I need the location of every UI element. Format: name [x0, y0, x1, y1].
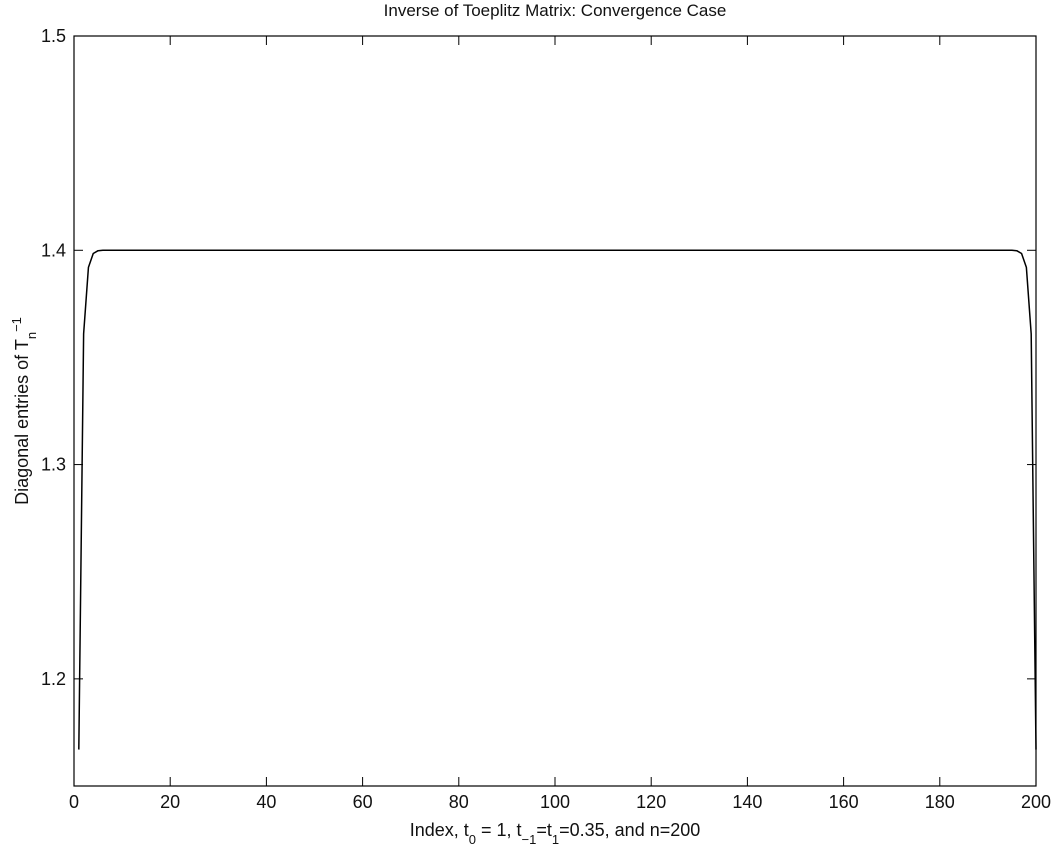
y-axis-label: Diagonal entries of Tn−1: [9, 317, 39, 505]
x-tick-label: 140: [732, 792, 762, 812]
label-part: =t: [536, 820, 552, 840]
x-tick-label: 20: [160, 792, 180, 812]
label-part: = 1, t: [476, 820, 522, 840]
series-layer: [78, 249, 1037, 750]
x-tick-label: 120: [636, 792, 666, 812]
x-tick-label: 0: [69, 792, 79, 812]
x-tick-label: 200: [1021, 792, 1051, 812]
chart-title: Inverse of Toeplitz Matrix: Convergence …: [384, 1, 727, 20]
plot-frame: [73, 35, 1037, 787]
label-part: =0.35, and n=200: [559, 820, 700, 840]
label-part: n: [24, 332, 39, 339]
label-part: 1: [552, 832, 559, 847]
x-tick-label: 100: [540, 792, 570, 812]
y-tick-label: 1.3: [41, 455, 66, 475]
label-part: Diagonal entries of T: [12, 339, 32, 505]
x-tick-label: 40: [256, 792, 276, 812]
x-tick-label: 80: [449, 792, 469, 812]
y-tick-label: 1.4: [41, 240, 66, 260]
x-tick-label: 180: [925, 792, 955, 812]
label-part: Index, t: [410, 820, 469, 840]
label-part: −1: [9, 317, 24, 332]
label-part: 0: [469, 832, 476, 847]
x-axis-ticks: 0 20 40 60 80 100 120 140 160 180 200: [69, 36, 1051, 812]
y-tick-label: 1.5: [41, 26, 66, 46]
label-part: −1: [522, 832, 537, 847]
x-tick-label: 160: [829, 792, 859, 812]
x-tick-label: 60: [353, 792, 373, 812]
y-axis-ticks: 1.2 1.3 1.4 1.5: [41, 26, 1036, 689]
x-axis-label: Index, t0 = 1, t−1=t1=0.35, and n=200: [410, 820, 701, 847]
y-tick-label: 1.2: [41, 669, 66, 689]
series-line-0: [78, 249, 1037, 750]
